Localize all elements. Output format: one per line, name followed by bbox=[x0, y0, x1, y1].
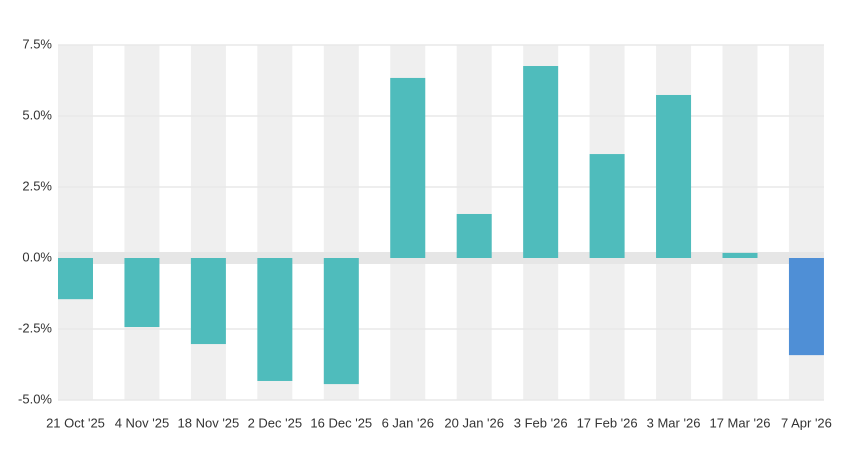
x-tick-label: 6 Jan '26 bbox=[382, 415, 434, 430]
x-tick-label: 17 Feb '26 bbox=[577, 415, 638, 430]
bar bbox=[722, 252, 758, 258]
y-tick-label: 2.5% bbox=[22, 178, 52, 193]
bar bbox=[323, 258, 359, 385]
bar bbox=[656, 94, 692, 258]
x-tick-label: 20 Jan '26 bbox=[444, 415, 504, 430]
x-tick-label: 4 Nov '25 bbox=[115, 415, 170, 430]
bar bbox=[788, 258, 824, 356]
x-tick-label: 2 Dec '25 bbox=[248, 415, 303, 430]
x-tick-label: 21 Oct '25 bbox=[46, 415, 105, 430]
y-tick-label: 0.0% bbox=[22, 249, 52, 264]
x-tick-label: 17 Mar '26 bbox=[709, 415, 770, 430]
column-stripe bbox=[722, 45, 758, 400]
y-tick-label: -2.5% bbox=[18, 320, 52, 335]
y-tick-label: 5.0% bbox=[22, 107, 52, 122]
x-tick-label: 7 Apr '26 bbox=[781, 415, 832, 430]
x-tick-label: 3 Feb '26 bbox=[514, 415, 568, 430]
bar bbox=[257, 258, 293, 381]
y-tick-label: 7.5% bbox=[22, 36, 52, 51]
bar bbox=[58, 258, 93, 300]
x-tick-label: 18 Nov '25 bbox=[178, 415, 240, 430]
bar bbox=[523, 66, 559, 259]
bar bbox=[190, 258, 226, 345]
x-tick-label: 3 Mar '26 bbox=[647, 415, 701, 430]
column-stripe bbox=[124, 45, 160, 400]
bar bbox=[456, 213, 492, 258]
column-stripe bbox=[58, 45, 93, 400]
x-tick-label: 16 Dec '25 bbox=[310, 415, 372, 430]
bar bbox=[124, 258, 160, 328]
column-stripe bbox=[190, 45, 226, 400]
y-tick-label: -5.0% bbox=[18, 391, 52, 406]
bar bbox=[589, 154, 625, 258]
bar bbox=[390, 77, 426, 258]
